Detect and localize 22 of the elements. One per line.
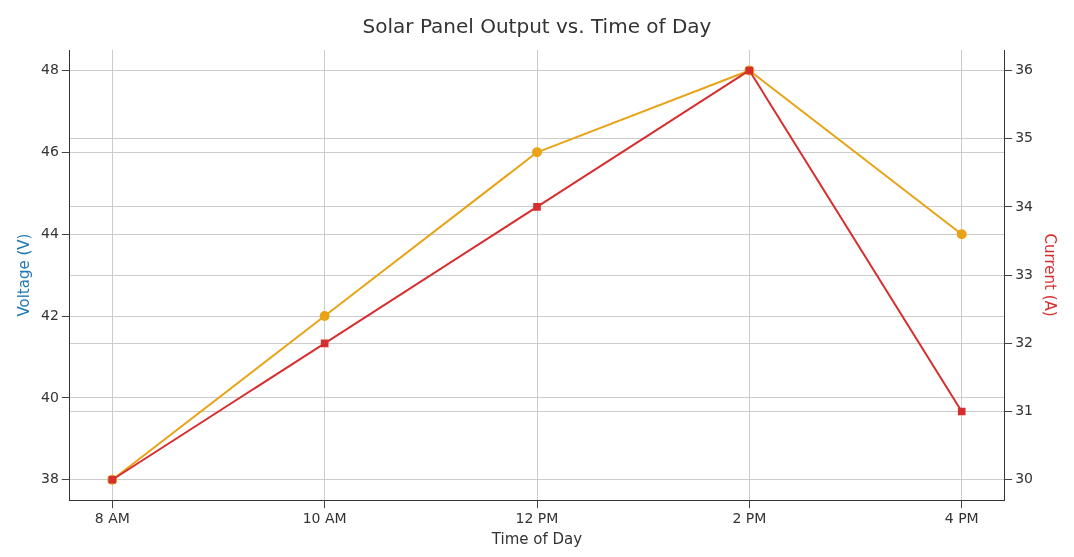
y-tick-label: 40 — [40, 388, 59, 405]
y-tick-label: 38 — [40, 470, 59, 487]
x-axis-title: Time of Day — [490, 529, 583, 548]
y2-tick-label: 36 — [1015, 61, 1034, 78]
y2-axis-title: Current (A) — [1041, 233, 1060, 317]
y-tick-label: 48 — [40, 61, 59, 78]
y-tick-label: 44 — [40, 224, 59, 241]
y-tick-label: 42 — [40, 306, 59, 323]
chart-title: Solar Panel Output vs. Time of Day — [362, 14, 712, 39]
y2-tick-label: 34 — [1015, 197, 1034, 214]
y2-tick-label: 33 — [1015, 265, 1034, 282]
y2-tick-label: 30 — [1015, 470, 1034, 487]
x-tick-label: 10 AM — [302, 510, 347, 527]
x-tick-label: 8 AM — [94, 510, 130, 527]
y-tick-label: 46 — [40, 142, 59, 159]
y-axis-title: Voltage (V) — [14, 233, 33, 317]
y2-tick-label: 32 — [1015, 333, 1034, 350]
y2-tick-label: 35 — [1015, 129, 1034, 146]
x-tick-label: 2 PM — [732, 510, 767, 527]
x-tick-label: 12 PM — [515, 510, 559, 527]
y2-tick-label: 31 — [1015, 402, 1034, 419]
x-tick-label: 4 PM — [944, 510, 979, 527]
